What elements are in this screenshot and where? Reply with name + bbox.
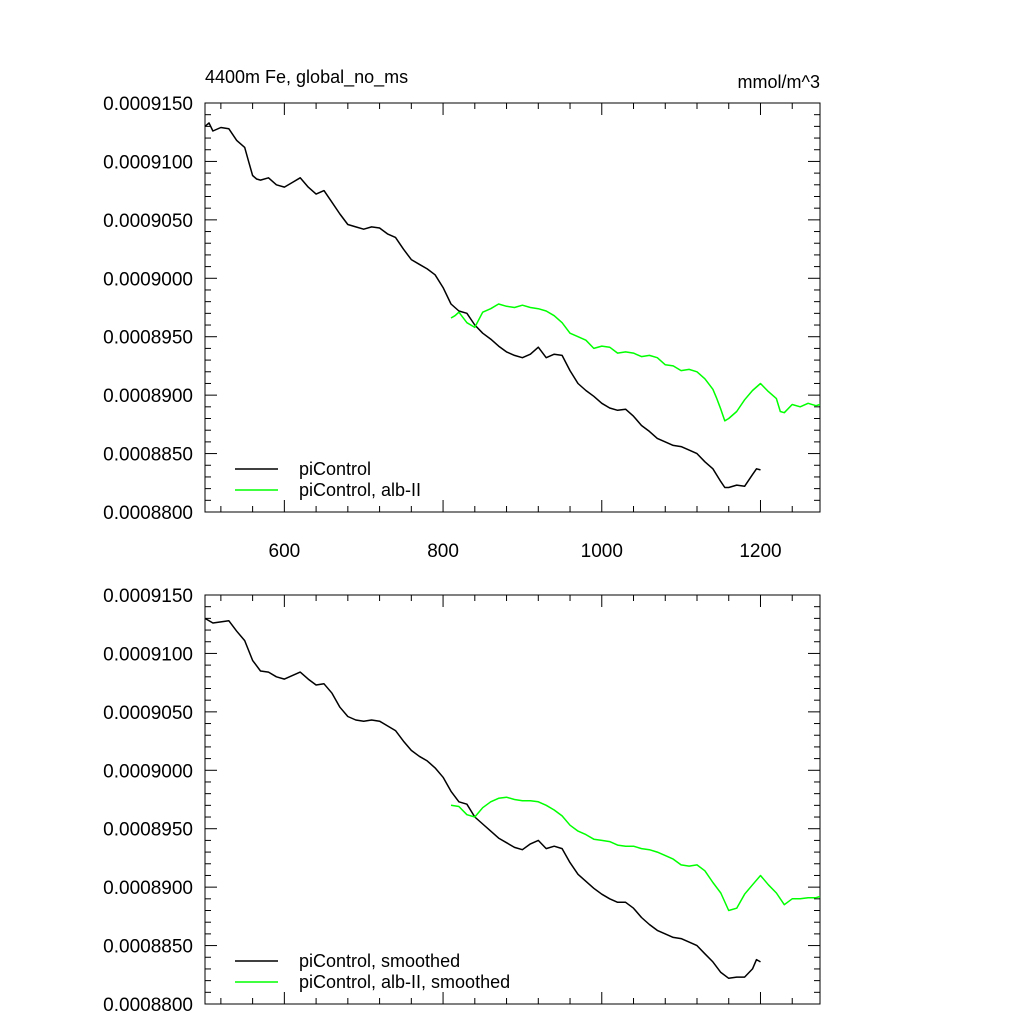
top-panel: 0.0008800 0.0008850 0.0008900 0.0008950 0.00… <box>103 67 821 562</box>
legend-label: piControl, alb-II, smoothed <box>299 972 510 992</box>
x-tick-label: 1000 <box>581 541 623 562</box>
x-tick-label: 1200 <box>739 541 781 562</box>
series-line-picontrol-alb-ii <box>450 303 821 422</box>
y-tick-label: 0.0009050 <box>103 211 193 232</box>
x-tick-label: 800 <box>427 541 459 562</box>
y-tick-label: 0.0008850 <box>103 445 193 466</box>
series-line-picontrol <box>204 122 761 489</box>
y-tick-label: 0.0008950 <box>103 328 193 349</box>
y-tick-label: 0.0009100 <box>103 152 193 173</box>
y-tick-label: 0.0008800 <box>103 503 193 524</box>
series-line-picontrol-alb-ii <box>450 796 821 912</box>
units-label: mmol/m^3 <box>738 72 820 92</box>
y-tick-label: 0.0008850 <box>103 937 193 958</box>
x-tick-label: 600 <box>269 541 301 562</box>
plot-frame <box>204 102 821 513</box>
y-tick-label: 0.0009100 <box>103 644 193 665</box>
legend-label: piControl, smoothed <box>299 951 460 971</box>
y-tick-label: 0.0009050 <box>103 703 193 724</box>
y-tick-label: 0.0009000 <box>103 269 193 290</box>
y-tick-label: 0.0009150 <box>103 586 193 607</box>
y-tick-label: 0.0008950 <box>103 820 193 841</box>
series-line-picontrol <box>204 617 761 980</box>
legend-label: piControl <box>299 459 371 479</box>
y-tick-label: 0.0008900 <box>103 386 193 407</box>
chart-title: 4400m Fe, global_no_ms <box>205 67 408 88</box>
plot-frame <box>204 594 821 1005</box>
y-tick-label: 0.0009000 <box>103 761 193 782</box>
bottom-panel: 0.0008800 0.0008850 0.0008900 0.0008950 0.00… <box>103 586 821 1016</box>
legend-label: piControl, alb-II <box>299 480 421 500</box>
y-tick-label: 0.0008800 <box>103 995 193 1016</box>
y-tick-label: 0.0008900 <box>103 878 193 899</box>
y-tick-label: 0.0009150 <box>103 94 193 115</box>
